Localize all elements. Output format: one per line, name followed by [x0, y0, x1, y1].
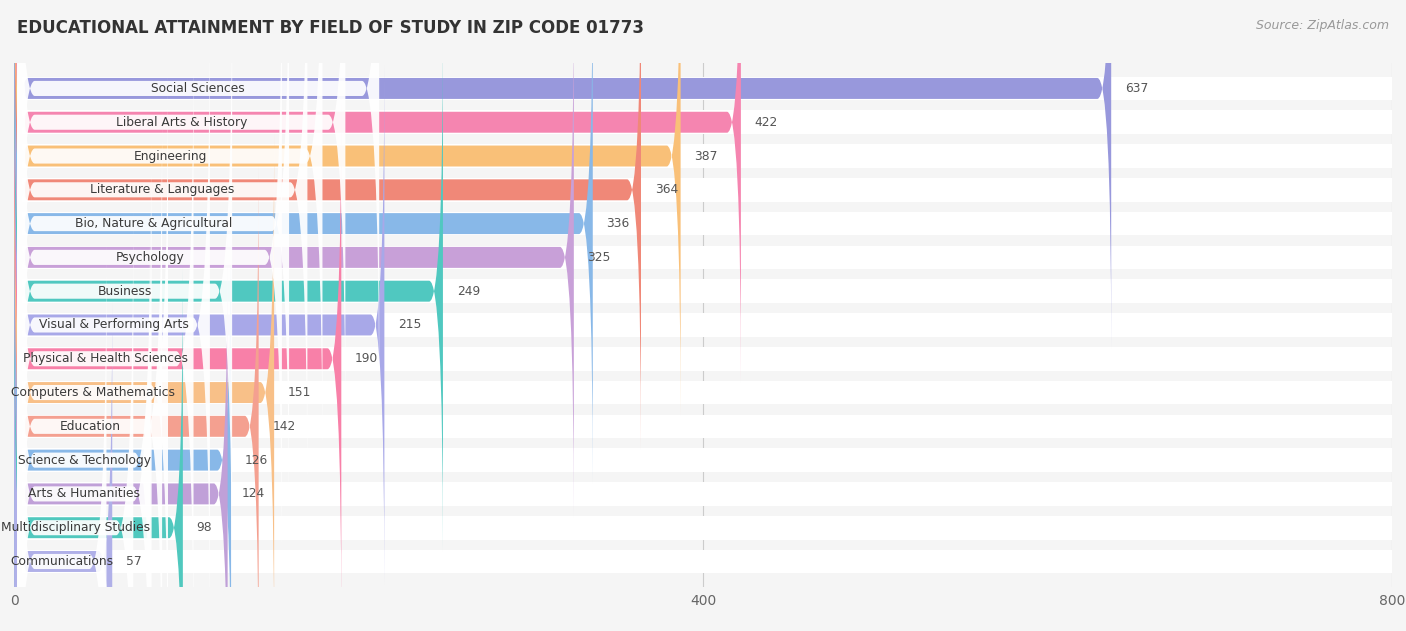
- FancyBboxPatch shape: [17, 0, 346, 452]
- FancyBboxPatch shape: [14, 234, 228, 631]
- Text: 151: 151: [288, 386, 311, 399]
- Text: Source: ZipAtlas.com: Source: ZipAtlas.com: [1256, 19, 1389, 32]
- FancyBboxPatch shape: [17, 231, 107, 631]
- FancyBboxPatch shape: [17, 0, 308, 520]
- FancyBboxPatch shape: [14, 0, 681, 416]
- FancyBboxPatch shape: [14, 380, 1392, 404]
- FancyBboxPatch shape: [14, 550, 1392, 574]
- FancyBboxPatch shape: [17, 0, 232, 622]
- Text: Communications: Communications: [10, 555, 114, 568]
- FancyBboxPatch shape: [14, 178, 1392, 202]
- FancyBboxPatch shape: [14, 0, 641, 450]
- Text: 215: 215: [398, 319, 422, 331]
- Text: Arts & Humanities: Arts & Humanities: [28, 487, 141, 500]
- FancyBboxPatch shape: [14, 65, 384, 585]
- FancyBboxPatch shape: [17, 0, 209, 631]
- FancyBboxPatch shape: [14, 200, 231, 631]
- FancyBboxPatch shape: [14, 268, 183, 631]
- FancyBboxPatch shape: [14, 76, 1392, 100]
- Text: Liberal Arts & History: Liberal Arts & History: [115, 115, 247, 129]
- FancyBboxPatch shape: [14, 0, 574, 517]
- Text: Computers & Mathematics: Computers & Mathematics: [11, 386, 174, 399]
- FancyBboxPatch shape: [14, 0, 1111, 348]
- FancyBboxPatch shape: [17, 96, 162, 631]
- FancyBboxPatch shape: [14, 167, 259, 631]
- FancyBboxPatch shape: [14, 0, 741, 382]
- FancyBboxPatch shape: [14, 313, 1392, 337]
- Text: 126: 126: [245, 454, 269, 466]
- Text: Social Sciences: Social Sciences: [152, 82, 245, 95]
- Text: Business: Business: [97, 285, 152, 298]
- FancyBboxPatch shape: [17, 0, 380, 419]
- Text: 98: 98: [197, 521, 212, 534]
- Text: Education: Education: [59, 420, 121, 433]
- Text: 325: 325: [588, 251, 612, 264]
- Text: 249: 249: [457, 285, 479, 298]
- Text: Bio, Nature & Agricultural: Bio, Nature & Agricultural: [75, 217, 232, 230]
- Text: 364: 364: [655, 184, 678, 196]
- FancyBboxPatch shape: [17, 62, 167, 631]
- Text: Science & Technology: Science & Technology: [18, 454, 150, 466]
- FancyBboxPatch shape: [14, 144, 1392, 168]
- FancyBboxPatch shape: [14, 212, 1392, 235]
- Text: Physical & Health Sciences: Physical & Health Sciences: [22, 352, 188, 365]
- Text: 142: 142: [273, 420, 295, 433]
- FancyBboxPatch shape: [14, 415, 1392, 438]
- Text: 57: 57: [127, 555, 142, 568]
- FancyBboxPatch shape: [17, 0, 290, 554]
- Text: 387: 387: [695, 150, 718, 163]
- Text: 336: 336: [606, 217, 630, 230]
- FancyBboxPatch shape: [14, 0, 593, 483]
- FancyBboxPatch shape: [14, 245, 1392, 269]
- Text: Psychology: Psychology: [115, 251, 184, 264]
- Text: 422: 422: [755, 115, 778, 129]
- FancyBboxPatch shape: [14, 99, 342, 618]
- Text: EDUCATIONAL ATTAINMENT BY FIELD OF STUDY IN ZIP CODE 01773: EDUCATIONAL ATTAINMENT BY FIELD OF STUDY…: [17, 19, 644, 37]
- Text: Literature & Languages: Literature & Languages: [90, 184, 235, 196]
- FancyBboxPatch shape: [14, 347, 1392, 370]
- FancyBboxPatch shape: [14, 448, 1392, 472]
- FancyBboxPatch shape: [14, 110, 1392, 134]
- FancyBboxPatch shape: [17, 0, 281, 587]
- Text: 190: 190: [356, 352, 378, 365]
- Text: 637: 637: [1125, 82, 1149, 95]
- FancyBboxPatch shape: [14, 32, 443, 551]
- FancyBboxPatch shape: [17, 0, 322, 487]
- Text: Engineering: Engineering: [134, 150, 207, 163]
- FancyBboxPatch shape: [17, 28, 194, 631]
- Text: 124: 124: [242, 487, 264, 500]
- Text: Multidisciplinary Studies: Multidisciplinary Studies: [1, 521, 150, 534]
- FancyBboxPatch shape: [14, 482, 1392, 505]
- FancyBboxPatch shape: [14, 133, 274, 631]
- FancyBboxPatch shape: [14, 302, 112, 631]
- FancyBboxPatch shape: [17, 130, 152, 631]
- FancyBboxPatch shape: [14, 280, 1392, 303]
- Text: Visual & Performing Arts: Visual & Performing Arts: [39, 319, 188, 331]
- FancyBboxPatch shape: [17, 198, 134, 631]
- FancyBboxPatch shape: [14, 516, 1392, 540]
- FancyBboxPatch shape: [17, 163, 150, 631]
